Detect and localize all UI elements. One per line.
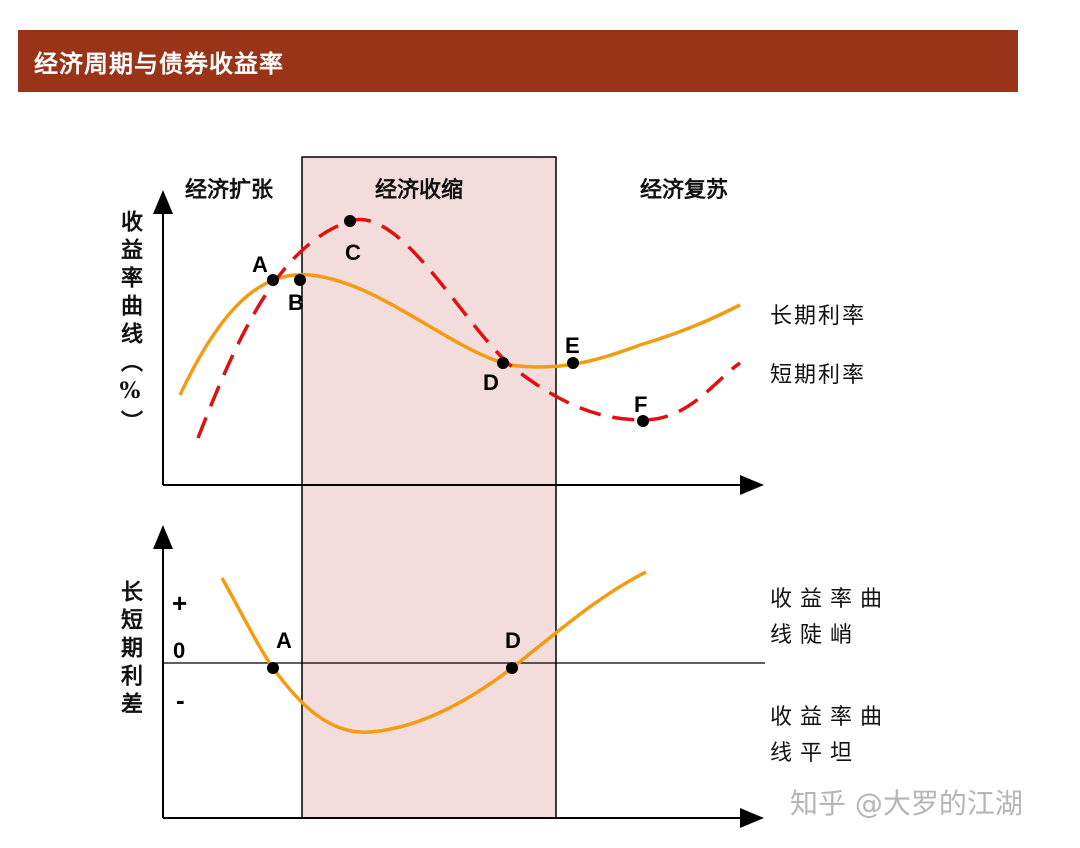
- contraction-band: [301, 156, 557, 819]
- point-label: A: [252, 252, 268, 277]
- phase-label: 经济复苏: [640, 177, 729, 203]
- watermark: 知乎 @大罗的江湖: [790, 787, 1023, 820]
- spread-curve: [220, 570, 647, 734]
- point-label: D: [483, 370, 499, 395]
- phase-label: 经济收缩: [375, 177, 464, 203]
- y-axis-label: 收益率曲线（%）: [117, 210, 143, 438]
- header-bar: [18, 30, 1018, 92]
- point-label: F: [634, 392, 648, 417]
- point-label: A: [276, 628, 292, 653]
- note: 收益率曲线平坦: [770, 705, 891, 766]
- point-label: D: [505, 628, 521, 653]
- point-label: B: [288, 290, 304, 315]
- sign-label: +: [172, 588, 188, 618]
- y-axis-label: 长短期利差: [117, 580, 143, 720]
- sign-label: 0: [173, 638, 186, 663]
- long-rate-curve: [178, 272, 741, 396]
- sign-label: -: [176, 685, 185, 715]
- note: 收益率曲线陡峭: [770, 587, 891, 648]
- point-label: C: [345, 240, 361, 265]
- header-title: 经济周期与债券收益率: [34, 49, 284, 78]
- phase-label: 经济扩张: [185, 177, 274, 203]
- legend-entry: 长期利率: [770, 304, 867, 329]
- point-label: E: [565, 333, 580, 358]
- point-dots: [267, 215, 649, 674]
- legend-entry: 短期利率: [770, 363, 867, 388]
